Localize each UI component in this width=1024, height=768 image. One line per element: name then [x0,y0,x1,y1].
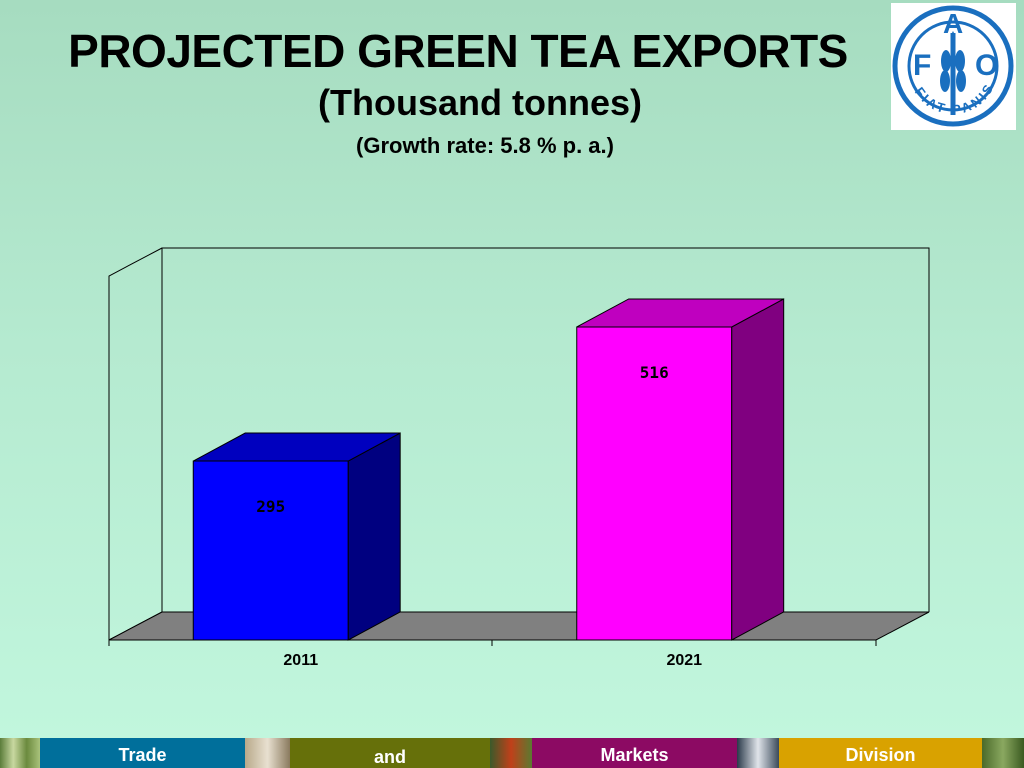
footer-photo-strip [0,738,40,768]
page-subtitle: (Thousand tonnes) [318,82,642,123]
fao-logo: F A O FIAT PANIS [891,3,1016,130]
bar-chart: 295 2011 516 2021 [108,247,930,669]
footer-photo-cotton [737,738,779,768]
growth-rate-note: (Growth rate: 5.8 % p. a.) [356,133,614,158]
bar-2021-side [731,298,785,641]
x-tick-label: 2021 [666,652,702,669]
logo-letter-a: A [943,8,963,39]
footer-segment-markets: Markets [532,738,737,768]
footer-segment-division: Division [779,738,982,768]
footer-segment-trade: Trade [40,738,245,768]
logo-letter-f: F [913,49,931,82]
chart-side-wall [108,247,163,640]
footer-bar: Trade and Markets Division [0,738,1024,768]
bar-2011-front [192,460,349,641]
bar-2021-top [576,298,784,328]
bar-value-label: 516 [640,363,669,382]
bar-value-label: 295 [256,497,285,516]
footer-segment-and: and [290,738,490,768]
x-tick-label: 2011 [283,652,318,669]
logo-letter-o: O [975,49,998,82]
bar-2011-top [193,432,401,462]
footer-photo-field [982,738,1024,768]
page-title: PROJECTED GREEN TEA EXPORTS [68,25,848,77]
footer-photo-cattle [245,738,290,768]
footer-photo-produce [490,738,532,768]
bar-2011-side [347,432,401,641]
chart-back-wall [161,247,930,612]
